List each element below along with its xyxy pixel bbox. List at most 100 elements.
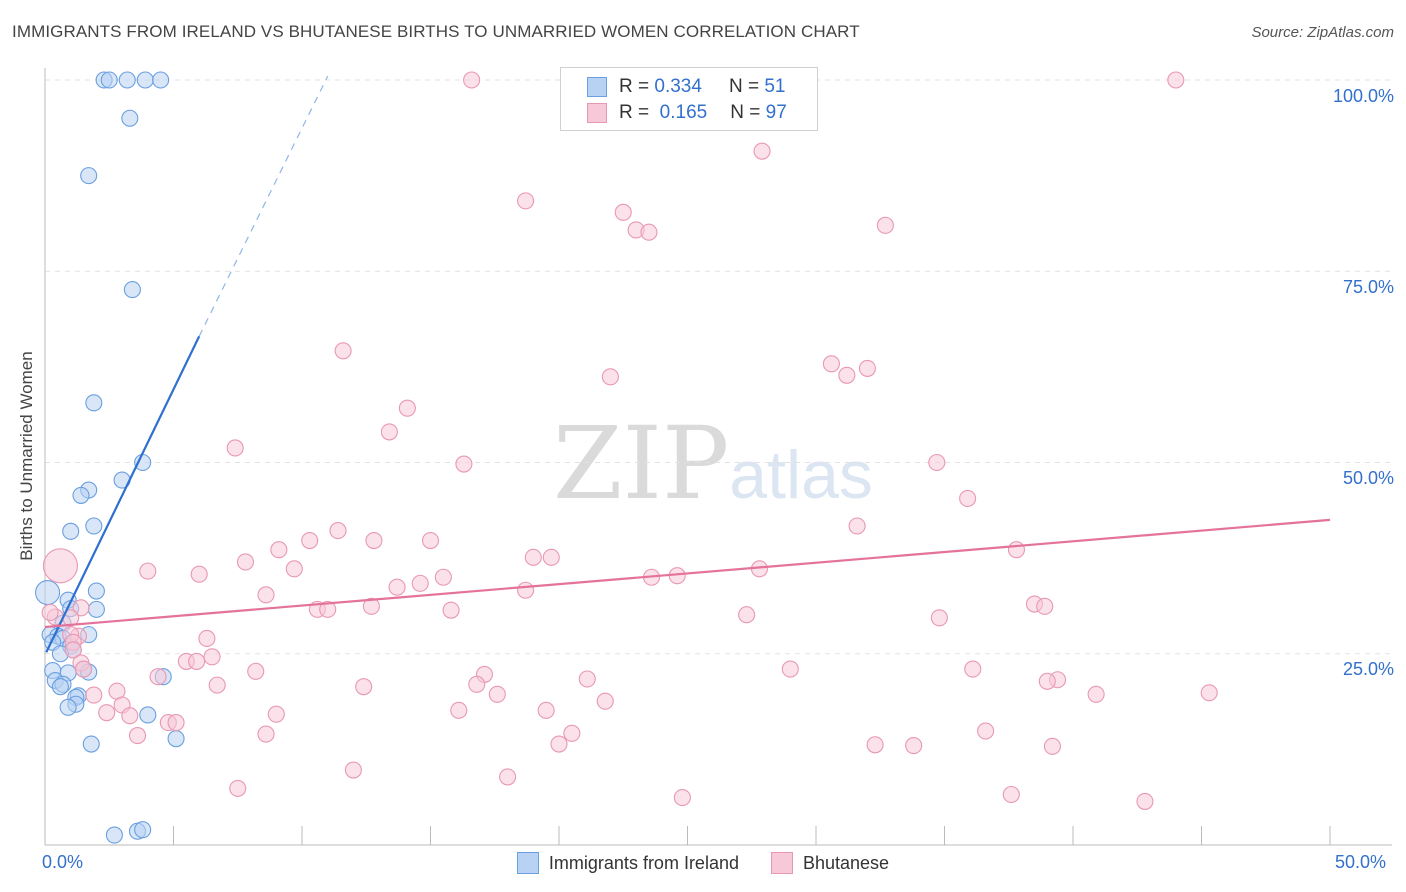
r-value: 0.165 bbox=[659, 102, 708, 123]
watermark-atlas: atlas bbox=[729, 437, 873, 513]
r-value: 0.334 bbox=[654, 76, 702, 97]
ireland-point bbox=[51, 678, 69, 696]
chart-title: IMMIGRANTS FROM IRELAND VS BHUTANESE BIR… bbox=[12, 22, 860, 41]
ireland-point bbox=[59, 698, 77, 716]
bhutanese-point bbox=[139, 562, 157, 580]
bhutanese-point bbox=[1167, 71, 1185, 89]
ireland-point bbox=[80, 167, 98, 185]
bhutanese-point bbox=[75, 660, 93, 678]
bhutanese-point bbox=[450, 701, 468, 719]
bhutanese-point bbox=[738, 606, 756, 624]
bhutanese-point bbox=[928, 453, 946, 472]
bhutanese-point bbox=[1136, 792, 1154, 810]
bhutanese-point bbox=[226, 439, 244, 457]
r-label: R = bbox=[619, 76, 650, 97]
y-tick-label: 50.0% bbox=[1342, 468, 1394, 488]
stats-row-bhutanese: R = 0.165 N = 97 bbox=[587, 101, 787, 125]
bhutanese-point bbox=[596, 692, 614, 710]
ireland-point bbox=[82, 735, 100, 753]
bhutanese-point bbox=[930, 609, 948, 627]
bhutanese-point bbox=[905, 736, 923, 755]
bhutanese-point bbox=[319, 600, 337, 618]
bhutanese-point bbox=[563, 724, 581, 742]
legend: Immigrants from Ireland Bhutanese bbox=[0, 852, 1406, 874]
bhutanese-point bbox=[848, 517, 866, 535]
bhutanese-point bbox=[257, 725, 275, 743]
bhutanese-swatch bbox=[587, 103, 607, 123]
bhutanese-point bbox=[838, 366, 856, 384]
watermark-zip: ZIP bbox=[553, 405, 730, 522]
bhutanese-point bbox=[198, 629, 216, 648]
ireland-point bbox=[35, 579, 61, 606]
bhutanese-point bbox=[190, 565, 208, 583]
bhutanese-trend-line bbox=[44, 518, 1331, 629]
bhutanese-point bbox=[1087, 685, 1105, 703]
bhutanese-point bbox=[463, 71, 481, 89]
bhutanese-point bbox=[542, 548, 560, 566]
bhutanese-point bbox=[334, 342, 352, 360]
bhutanese-point bbox=[977, 722, 995, 740]
bhutanese-point bbox=[388, 578, 406, 596]
bhutanese-point bbox=[257, 586, 275, 604]
bhutanese-point bbox=[1043, 737, 1061, 755]
bhutanese-point bbox=[229, 779, 247, 797]
bhutanese-point bbox=[149, 668, 167, 686]
legend-swatch-ireland bbox=[516, 852, 539, 874]
bhutanese-point bbox=[72, 599, 90, 617]
ireland-point bbox=[62, 522, 80, 540]
ireland-point bbox=[87, 582, 105, 600]
legend-label-bhutanese: Bhutanese bbox=[802, 852, 890, 873]
y-tick-label: 75.0% bbox=[1342, 277, 1394, 297]
bhutanese-point bbox=[365, 531, 383, 550]
bhutanese-point bbox=[98, 704, 116, 722]
bhutanese-point bbox=[858, 359, 876, 377]
x-tick-label: 50.0% bbox=[1335, 852, 1387, 872]
bhutanese-point bbox=[499, 768, 517, 786]
ireland-point bbox=[85, 517, 103, 535]
y-tick-label: 100.0% bbox=[1332, 86, 1394, 106]
bhutanese-point bbox=[270, 541, 288, 559]
ireland-swatch bbox=[587, 77, 607, 97]
r-label: R = bbox=[619, 102, 650, 123]
bhutanese-point bbox=[959, 489, 977, 508]
n-label: N = bbox=[730, 102, 761, 123]
ireland-point bbox=[87, 600, 105, 618]
ireland-point bbox=[85, 394, 103, 412]
bhutanese-point bbox=[1038, 672, 1056, 690]
ireland-point bbox=[121, 109, 139, 127]
bhutanese-point bbox=[355, 678, 373, 696]
bhutanese-point bbox=[329, 522, 347, 540]
bhutanese-point bbox=[524, 548, 542, 566]
legend-label-ireland: Immigrants from Ireland bbox=[548, 852, 739, 873]
bhutanese-point bbox=[488, 685, 506, 703]
legend-item-ireland[interactable]: Immigrants from Ireland bbox=[516, 852, 739, 874]
bhutanese-point bbox=[442, 601, 460, 619]
bhutanese-point bbox=[614, 203, 632, 221]
source-label: Source: ZipAtlas.com bbox=[1251, 24, 1394, 41]
ireland-point bbox=[152, 71, 170, 89]
bhutanese-point bbox=[578, 670, 596, 688]
bhutanese-point bbox=[85, 686, 103, 704]
ireland-point bbox=[134, 821, 152, 839]
ireland-trend-line bbox=[45, 335, 201, 653]
bhutanese-point bbox=[822, 355, 840, 373]
bhutanese-point bbox=[203, 648, 221, 666]
ireland-point bbox=[136, 71, 154, 89]
ireland-point bbox=[118, 71, 136, 89]
bhutanese-point bbox=[517, 192, 535, 210]
ireland-point bbox=[72, 486, 90, 504]
bhutanese-point bbox=[1036, 597, 1054, 615]
bhutanese-point bbox=[362, 597, 380, 615]
bhutanese-point bbox=[455, 455, 473, 473]
watermark: ZIPatlas bbox=[553, 405, 873, 522]
n-label: N = bbox=[728, 76, 760, 97]
bhutanese-point bbox=[41, 603, 59, 621]
bhutanese-point bbox=[208, 676, 226, 694]
bhutanese-point bbox=[550, 735, 568, 753]
stats-box: R = 0.334 N = 51 R = 0.165 N = 97 bbox=[560, 67, 818, 131]
stats-row-ireland: R = 0.334 N = 51 bbox=[587, 75, 785, 99]
x-tick-label: 0.0% bbox=[42, 852, 84, 872]
bhutanese-point bbox=[517, 581, 535, 599]
bhutanese-point bbox=[285, 560, 303, 578]
legend-item-bhutanese[interactable]: Bhutanese bbox=[770, 852, 890, 874]
